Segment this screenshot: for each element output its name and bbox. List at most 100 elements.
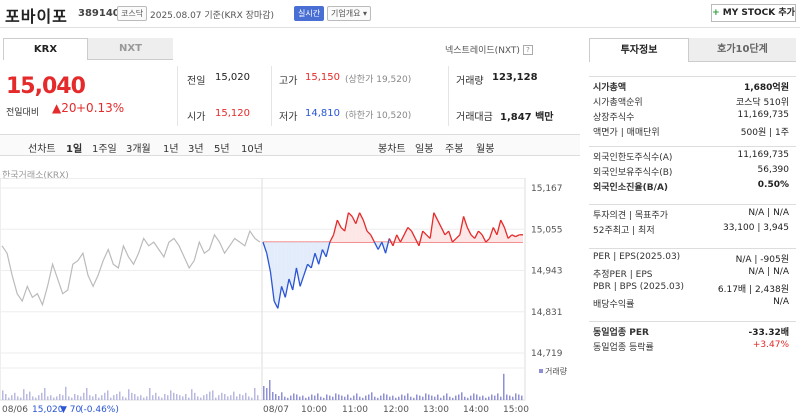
info-row: 투자의견 | 목표주가 N/A | N/A <box>593 208 789 222</box>
area-segment <box>277 242 282 309</box>
volume-bar <box>134 394 136 400</box>
volume-bar <box>98 397 100 400</box>
volume-bar <box>113 395 115 400</box>
info-row-key: 외국인한도주식수(A) <box>593 153 673 163</box>
stock-title: 포바이포 <box>5 7 68 26</box>
info-row-value: 33,100 | 3,945 <box>722 223 789 233</box>
volume-bar <box>176 394 178 400</box>
volume-bar <box>56 396 58 400</box>
area-segment <box>441 227 445 243</box>
volume-bar <box>230 395 232 400</box>
volume-bar <box>41 392 43 400</box>
prev-close-label: 전일 <box>187 76 206 87</box>
period-1d[interactable]: 1일 <box>66 144 83 155</box>
volume-bar <box>188 397 190 400</box>
volume-bar <box>278 396 280 400</box>
volume-bar <box>506 394 508 400</box>
area-segment <box>500 220 505 243</box>
today-line-segment <box>440 227 446 236</box>
section-divider <box>589 321 796 322</box>
area-segment <box>407 227 412 243</box>
summary-percent: (-0.46%) <box>80 405 119 415</box>
today-line-segment <box>507 234 513 239</box>
volume-bar <box>389 396 391 400</box>
nextrade-link[interactable]: 넥스트레이드(NXT)? <box>445 43 533 56</box>
volume-bar <box>218 395 220 400</box>
area-segment <box>422 231 427 243</box>
volume-bar <box>224 394 226 400</box>
candle-daily[interactable]: 일봉 <box>415 144 434 155</box>
today-line-segment <box>444 230 450 236</box>
help-icon[interactable]: ? <box>522 45 533 55</box>
volume-bar <box>83 392 85 400</box>
period-3m[interactable]: 3개월 <box>126 144 151 155</box>
area-segment <box>433 212 438 243</box>
volume-bar <box>392 395 394 400</box>
y-tick-label: 15,055 <box>531 225 563 235</box>
today-line-segment <box>292 267 298 291</box>
period-1w[interactable]: 1주일 <box>92 144 117 155</box>
candle-weekly[interactable]: 주봉 <box>445 144 464 155</box>
today-line-segment <box>436 219 442 228</box>
current-price: 15,040 <box>6 74 86 99</box>
xaxis-label-1000: 10:00 <box>301 405 327 415</box>
volume-bar <box>86 388 88 400</box>
section-divider <box>589 146 796 147</box>
candle-chart-label: 봉차트 <box>378 144 406 155</box>
volume-bar <box>311 394 313 400</box>
market-badge: 코스닥 <box>117 6 148 21</box>
y-tick-label: 14,719 <box>531 349 563 359</box>
info-row-key: 투자의견 | 목표주가 <box>593 211 668 221</box>
tab-krx[interactable]: KRX <box>3 38 88 60</box>
area-segment <box>493 227 497 243</box>
tab-order-book[interactable]: 호가10단계 <box>689 38 796 62</box>
tab-nxt[interactable]: NXT <box>88 38 173 60</box>
volume-bar <box>14 392 16 400</box>
company-overview-dropdown[interactable]: 기업개요 ▾ <box>327 6 372 21</box>
today-line-segment <box>284 278 290 298</box>
volume-bar <box>32 396 34 400</box>
add-mystock-button[interactable]: + MY STOCK 추가 <box>711 4 796 22</box>
company-overview-label: 기업개요 <box>331 9 361 18</box>
tab-investment-info[interactable]: 투자정보 <box>589 38 689 62</box>
volume-bar <box>521 395 523 400</box>
volume-bar <box>464 396 466 400</box>
today-line-segment <box>318 249 324 265</box>
volume-bar <box>152 395 154 400</box>
chart-source-label: 한국거래소(KRX) <box>2 171 69 181</box>
volume-bar <box>245 392 247 400</box>
volume-bar <box>143 397 145 400</box>
period-5y[interactable]: 5년 <box>214 144 230 155</box>
today-line-segment <box>515 234 520 238</box>
period-1y[interactable]: 1년 <box>163 144 179 155</box>
today-line-segment <box>481 234 487 243</box>
today-line-segment <box>396 234 402 243</box>
volume-bar <box>116 394 118 400</box>
today-line-segment <box>381 241 387 254</box>
xaxis-label-1200: 12:00 <box>383 405 409 415</box>
area-segment <box>456 234 460 243</box>
period-10y[interactable]: 10년 <box>241 144 263 155</box>
volume-bar <box>29 391 31 400</box>
volume-bar <box>182 396 184 400</box>
info-row: 외국인소진율(B/A) 0.50% <box>593 180 789 194</box>
today-line-segment <box>340 226 346 232</box>
volume-bar <box>422 396 424 400</box>
volume-bar <box>110 397 112 400</box>
volume-bar <box>137 396 139 400</box>
change-percent: +0.13% <box>76 101 125 115</box>
today-line-segment <box>344 212 350 232</box>
realtime-button[interactable]: 실시간 <box>294 6 325 21</box>
today-line-segment <box>325 241 331 258</box>
volume-bar <box>158 396 160 400</box>
candle-monthly[interactable]: 월봉 <box>476 144 495 155</box>
period-3y[interactable]: 3년 <box>188 144 204 155</box>
volume-bar <box>185 394 187 400</box>
volume-bar <box>338 394 340 400</box>
volume-bar <box>74 394 76 400</box>
volume-label: 거래량 <box>456 76 484 87</box>
today-line-segment <box>414 238 420 247</box>
area-segment <box>359 212 364 243</box>
today-line-segment <box>280 286 286 298</box>
today-line-segment <box>511 234 516 238</box>
